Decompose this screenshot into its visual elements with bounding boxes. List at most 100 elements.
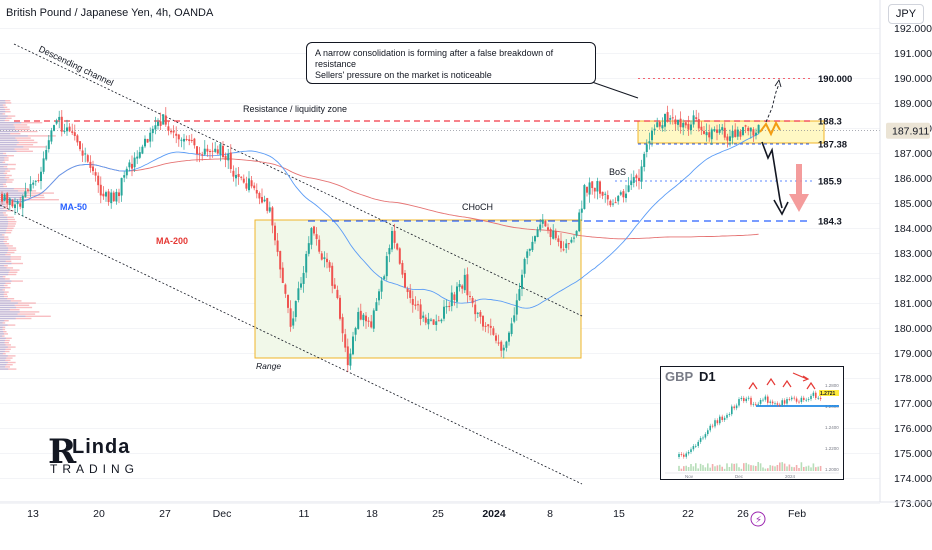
candle-body [562,249,565,251]
inset-candle-body [757,403,759,405]
volume-profile-bar [0,192,27,194]
logo-word-1: Linda [72,436,131,458]
volume-profile-bar [0,293,4,295]
inset-candle-body [755,403,757,405]
inset-volume-bar [769,465,771,471]
candle-body [240,176,243,178]
volume-profile-bar [0,322,3,324]
candle-body [76,135,79,143]
inset-volume-bar [803,466,805,471]
candle-body [198,152,201,154]
inset-candle-body [779,404,781,406]
candle-body [328,262,331,268]
forecast-down-head [773,199,789,216]
time-tick-label: 25 [432,508,444,520]
inset-volume-bar [776,464,779,471]
inset-volume-bar [807,465,810,471]
candle-body [281,267,284,284]
candle-body [172,130,175,133]
candle-body [443,306,445,319]
inset-volume-bar [721,466,723,471]
candle-body [141,146,144,154]
volume-profile-bar [0,210,7,212]
candle-body [510,323,513,335]
volume-profile-bar [0,247,9,249]
candle-body [450,292,453,307]
inset-tick: 1.2200 [825,446,839,451]
volume-profile-bar [0,298,8,300]
annotation-line-2: Sellers' pressure on the market is notic… [315,70,492,80]
volume-profile-bar [0,287,6,289]
candle-body [60,116,63,132]
time-axis[interactable]: 13 20 27 Dec 11 18 25 2024 8 15 22 26 Feb [0,501,932,520]
candle-body [362,314,365,321]
candle-body [404,272,406,288]
inset-candle-body [752,403,755,405]
candle-body [419,304,422,320]
volume-profile-bar [0,218,8,221]
candle-body [409,290,412,298]
candle-body [229,152,232,170]
candle-body [73,132,76,136]
candle-body [162,114,165,125]
candle-body [679,118,682,128]
inset-candle-body [697,441,699,446]
candle-body [656,122,659,128]
volume-profile-bar [0,306,17,309]
candle-body [414,304,417,306]
candle-body [175,133,178,136]
volume-profile-bar [0,317,16,320]
inset-volume-bar [738,467,740,471]
inset-peak-mark [782,379,792,388]
candle-body [305,253,308,273]
inset-volume-bar [791,466,793,471]
inset-candle-body [745,398,747,402]
volume-profile-bar [0,271,9,273]
candle-body [661,125,664,129]
candle-body [669,118,672,120]
inset-candle-body [687,452,690,454]
candle-body [336,289,339,299]
candle-body [591,181,594,189]
candle-body [739,131,742,137]
price-axis[interactable]: 192.000191.000190.000189.000188.000187.0… [879,0,932,510]
inset-volume-bar [728,466,731,471]
forecast-arrows [759,78,809,216]
candle-body [346,346,349,366]
volume-profile-bar [0,326,3,328]
inset-volume-bar [810,467,812,471]
candle-body [445,306,448,308]
volume-profile-bar [0,234,3,236]
price-tick-label: 180.000 [894,323,932,335]
inset-candle-body [716,420,719,424]
candle-body [118,192,120,197]
candle-body [747,127,750,132]
candle-body [1,193,3,202]
note-pointer [591,81,639,99]
candle-body [211,150,214,152]
inset-peak-mark [806,381,816,390]
inset-candle-body [791,397,793,400]
volume-profile-bar [0,331,4,333]
candle-body [102,193,105,197]
inset-down-arrow-head [802,375,810,382]
inset-volume-bar [690,464,692,471]
time-tick-label: Feb [788,508,806,520]
bos-label: BoS [609,167,626,177]
candle-body [224,155,227,160]
inset-volume-bar [795,465,798,471]
candle-body [612,203,614,205]
candle-body [469,295,471,297]
level-label: 185.9 [818,177,842,188]
volume-profile-bar [0,315,26,317]
volume-profile-bar [0,357,7,359]
candle-body [586,186,588,193]
brand-logo: R Linda TRADING [48,432,148,480]
volume-profile-bar [0,150,17,152]
currency-button[interactable]: JPY [888,4,924,24]
candle-body [482,315,484,327]
inset-candle-body [728,414,731,415]
inset-volume-bar [719,464,721,471]
event-icon[interactable] [750,511,766,527]
